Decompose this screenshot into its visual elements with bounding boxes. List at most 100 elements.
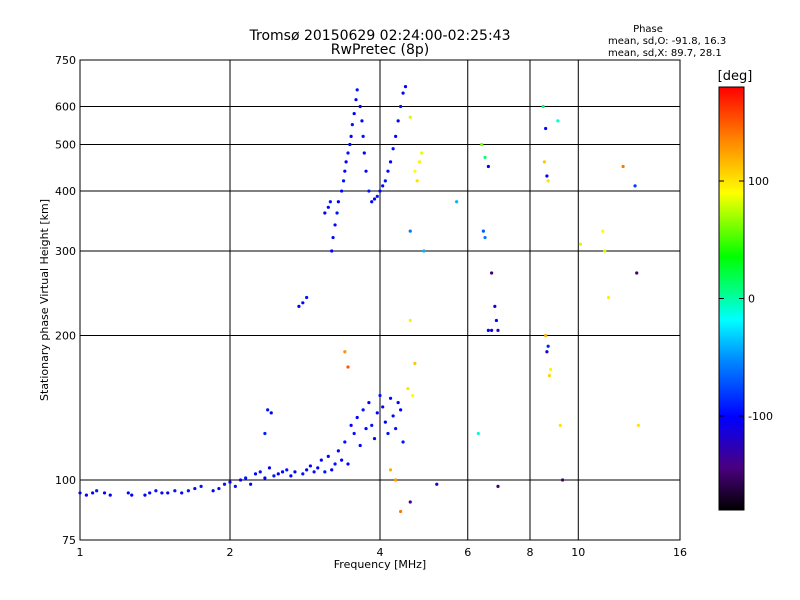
data-point bbox=[542, 160, 546, 164]
data-point bbox=[364, 169, 368, 173]
data-point bbox=[301, 472, 305, 476]
data-point bbox=[391, 414, 395, 418]
data-point bbox=[378, 393, 382, 398]
data-point bbox=[435, 482, 439, 486]
data-point bbox=[266, 408, 270, 412]
data-point bbox=[496, 484, 500, 488]
colorbar-tick-label: 0 bbox=[748, 293, 755, 306]
data-point bbox=[549, 367, 553, 372]
data-point bbox=[621, 164, 625, 169]
data-point bbox=[269, 411, 273, 415]
data-point bbox=[394, 478, 398, 482]
data-point bbox=[289, 474, 293, 478]
data-point bbox=[560, 478, 565, 482]
colorbar-tick-label: 100 bbox=[748, 175, 769, 188]
data-point bbox=[408, 229, 412, 233]
data-point bbox=[544, 333, 548, 338]
data-point bbox=[383, 420, 387, 424]
data-point bbox=[186, 489, 190, 493]
data-point bbox=[323, 470, 327, 474]
x-tick-label: 10 bbox=[571, 546, 585, 559]
data-point bbox=[486, 328, 490, 332]
x-tick-label: 4 bbox=[377, 546, 384, 559]
data-point bbox=[394, 426, 398, 431]
data-point bbox=[394, 134, 398, 138]
data-point bbox=[399, 104, 403, 109]
data-point bbox=[413, 169, 417, 173]
data-point bbox=[541, 104, 545, 109]
data-point bbox=[378, 189, 382, 193]
data-point bbox=[333, 223, 337, 227]
data-point bbox=[344, 160, 348, 164]
data-point bbox=[415, 179, 419, 183]
y-tick-label: 400 bbox=[55, 185, 76, 198]
data-point bbox=[399, 509, 403, 514]
phase-stats-o: mean, sd,O: -91.8, 16.3 bbox=[608, 36, 726, 47]
data-point bbox=[328, 200, 332, 204]
x-axis-label: Frequency [MHz] bbox=[334, 558, 426, 571]
data-point bbox=[386, 431, 390, 436]
data-point bbox=[78, 491, 82, 495]
y-tick-label: 750 bbox=[55, 54, 76, 67]
x-axis-ticks: 1 2 4 6 8 10 16 bbox=[77, 546, 688, 559]
data-point bbox=[238, 478, 243, 482]
data-point bbox=[386, 169, 390, 173]
data-point bbox=[267, 466, 272, 470]
data-point bbox=[319, 458, 323, 462]
data-point bbox=[316, 466, 320, 470]
data-point bbox=[401, 91, 405, 95]
grid-lines bbox=[79, 59, 681, 541]
data-point bbox=[408, 500, 412, 504]
data-point bbox=[222, 482, 227, 486]
data-point bbox=[326, 454, 330, 459]
data-point bbox=[180, 491, 184, 495]
data-point bbox=[301, 301, 305, 305]
data-point bbox=[375, 411, 379, 415]
data-point bbox=[346, 151, 350, 155]
data-point bbox=[84, 493, 88, 497]
data-point bbox=[396, 119, 400, 123]
data-point bbox=[367, 189, 371, 193]
data-point bbox=[547, 374, 551, 378]
data-point bbox=[558, 423, 562, 427]
plot-area: 1 2 4 6 8 10 16 75 100 200 300 400 500 600 750 bbox=[55, 54, 687, 559]
y-tick-label: 600 bbox=[55, 101, 76, 114]
data-point bbox=[305, 468, 309, 472]
data-point bbox=[349, 134, 353, 138]
data-point bbox=[173, 489, 177, 493]
data-point bbox=[343, 440, 347, 444]
data-point bbox=[388, 160, 393, 164]
data-point bbox=[126, 491, 130, 495]
data-point bbox=[348, 142, 352, 147]
data-point bbox=[494, 318, 499, 323]
data-point bbox=[336, 449, 340, 453]
data-point bbox=[496, 328, 500, 332]
data-point bbox=[413, 361, 417, 365]
data-point bbox=[211, 489, 215, 493]
data-point bbox=[354, 98, 358, 102]
data-point bbox=[490, 271, 494, 275]
data-point bbox=[333, 462, 337, 466]
data-point bbox=[417, 160, 422, 164]
data-point bbox=[361, 408, 365, 412]
data-point bbox=[420, 151, 424, 155]
data-point bbox=[422, 249, 426, 253]
data-point bbox=[244, 476, 248, 480]
data-point bbox=[396, 400, 400, 405]
data-point bbox=[362, 151, 366, 155]
data-point bbox=[130, 493, 134, 497]
data-point bbox=[601, 229, 605, 233]
data-point bbox=[406, 387, 410, 391]
y-tick-label: 200 bbox=[55, 330, 76, 343]
data-point bbox=[372, 436, 377, 441]
data-point bbox=[346, 462, 350, 466]
data-point bbox=[331, 235, 335, 240]
x-tick-label: 8 bbox=[527, 546, 534, 559]
data-point bbox=[360, 119, 364, 123]
data-point bbox=[308, 464, 313, 468]
data-point bbox=[606, 295, 611, 300]
data-point bbox=[483, 235, 487, 240]
data-point bbox=[483, 155, 487, 160]
data-point bbox=[217, 486, 221, 491]
data-point bbox=[272, 474, 276, 478]
